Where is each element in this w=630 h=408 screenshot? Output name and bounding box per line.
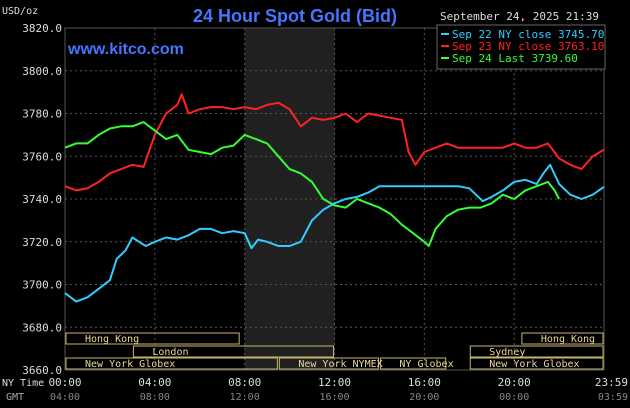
series-line-2 — [64, 121, 560, 247]
unit-label: USD/oz — [2, 6, 38, 17]
legend-sep24: Sep 24 Last 3739.60 — [452, 52, 578, 65]
x-tick-gmt-label: 03:59 — [598, 392, 628, 403]
y-tick-label: 3720.0 — [22, 236, 62, 249]
x-tick-label: 00:00 — [48, 376, 81, 389]
x-tick-label: 08:00 — [228, 376, 261, 389]
session-box — [278, 357, 379, 370]
session-box — [65, 332, 240, 345]
x-tick-gmt-label: 12:00 — [230, 392, 260, 403]
x-tick-label: 04:00 — [138, 376, 171, 389]
y-tick-label: 3740.0 — [22, 193, 62, 206]
x-axis-ticks: 00:00 04:00 04:00 08:00 08:00 12:00 12:00 16:00… — [48, 376, 628, 403]
session-box — [469, 357, 604, 370]
session-box — [521, 332, 604, 345]
session-box — [379, 357, 447, 370]
y-tick-label: 3780.0 — [22, 108, 62, 121]
site-url[interactable]: www.kitco.com — [67, 41, 184, 58]
y-axis-ticks: 3820.0 3800.0 3780.0 3760.0 3740.0 3720.0 3700… — [22, 22, 62, 377]
timestamp: September 24, 2025 21:39 — [440, 10, 599, 23]
session-label: Hong Kong — [85, 334, 139, 345]
y-tick-label: 3760.0 — [22, 150, 62, 163]
y-tick-label: 3820.0 — [22, 22, 62, 35]
price-lines — [64, 93, 605, 303]
session-label: New York Globex — [489, 359, 579, 370]
session-label: NY Globex — [399, 359, 453, 370]
legend: Sep 22 NY close 3745.70 Sep 23 NY close … — [436, 24, 606, 70]
legend-sep22: Sep 22 NY close 3745.70 — [452, 28, 604, 41]
session-label: Hong Kong — [541, 334, 595, 345]
chart-title: 24 Hour Spot Gold (Bid) — [193, 6, 397, 26]
y-tick-label: 3660.0 — [22, 364, 62, 377]
session-box — [65, 357, 278, 370]
x-tick-label: 23:59 — [595, 376, 628, 389]
gmt-label: GMT — [6, 392, 24, 403]
session-box — [469, 345, 604, 358]
session-label: New York NYMEX — [298, 359, 382, 370]
legend-sep23: Sep 23 NY close 3763.10 — [452, 40, 604, 53]
x-tick-gmt-label: 00:00 — [499, 392, 529, 403]
legend-box — [436, 24, 606, 70]
x-tick-gmt-label: 04:00 — [50, 392, 80, 403]
x-tick-label: 12:00 — [318, 376, 351, 389]
grid-lines — [64, 27, 605, 371]
session-label: New York Globex — [85, 359, 175, 370]
series-line-0 — [64, 163, 605, 303]
session-box — [132, 345, 334, 358]
nymex-shaded-region — [244, 28, 335, 370]
y-tick-label: 3700.0 — [22, 279, 62, 292]
x-tick-gmt-label: 16:00 — [319, 392, 349, 403]
ny-time-label: NY Time — [2, 378, 44, 389]
session-label: Sydney — [489, 347, 525, 358]
session-label: London — [152, 347, 188, 358]
series-line-1 — [64, 93, 605, 192]
x-tick-label: 20:00 — [498, 376, 531, 389]
y-tick-label: 3800.0 — [22, 65, 62, 78]
x-tick-gmt-label: 20:00 — [409, 392, 439, 403]
x-tick-gmt-label: 08:00 — [140, 392, 170, 403]
y-tick-label: 3680.0 — [22, 321, 62, 334]
x-tick-label: 16:00 — [408, 376, 441, 389]
